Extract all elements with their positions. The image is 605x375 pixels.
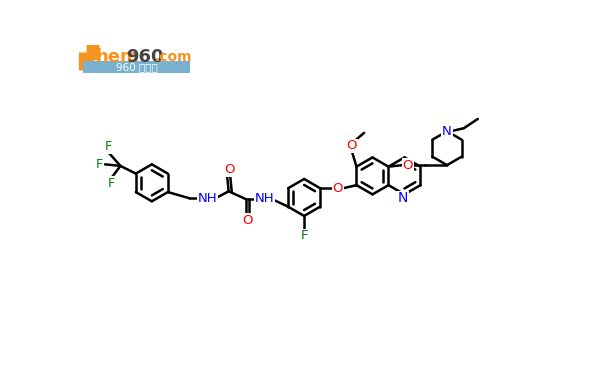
- Text: 960 化工网: 960 化工网: [116, 62, 157, 72]
- Text: hem: hem: [96, 48, 139, 66]
- FancyBboxPatch shape: [82, 61, 191, 74]
- Text: NH: NH: [198, 192, 218, 205]
- Text: F: F: [105, 140, 112, 153]
- Text: O: O: [242, 214, 252, 227]
- Text: N: N: [397, 191, 408, 205]
- Text: methoxy: methoxy: [365, 129, 372, 130]
- Text: F: F: [108, 177, 115, 190]
- FancyBboxPatch shape: [81, 49, 195, 80]
- Text: O: O: [333, 182, 343, 195]
- Text: F: F: [96, 158, 103, 171]
- Text: O: O: [402, 159, 413, 172]
- Text: F: F: [300, 230, 308, 243]
- Text: .com: .com: [155, 50, 192, 63]
- Text: N: N: [442, 125, 452, 138]
- Text: O: O: [224, 163, 235, 176]
- Text: NH: NH: [254, 192, 274, 206]
- Text: 960: 960: [126, 48, 164, 66]
- Text: O: O: [347, 140, 357, 152]
